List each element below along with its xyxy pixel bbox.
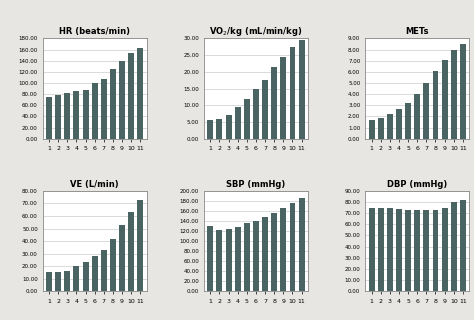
Bar — [128, 53, 134, 139]
Bar — [460, 200, 466, 291]
Bar — [442, 208, 447, 291]
Bar — [64, 93, 70, 139]
Bar — [414, 94, 420, 139]
Bar — [217, 119, 222, 139]
Bar — [253, 221, 259, 291]
Bar — [137, 200, 143, 291]
Bar — [290, 204, 295, 291]
Title: METs: METs — [405, 27, 429, 36]
Bar — [73, 266, 80, 291]
Bar — [235, 107, 241, 139]
Bar — [451, 202, 457, 291]
Bar — [281, 57, 286, 139]
Bar — [217, 230, 222, 291]
Bar — [451, 50, 457, 139]
Bar — [387, 114, 393, 139]
Bar — [110, 69, 116, 139]
Bar — [378, 208, 383, 291]
Bar — [271, 213, 277, 291]
Bar — [244, 223, 250, 291]
Bar — [290, 47, 295, 139]
Bar — [101, 250, 107, 291]
Bar — [137, 48, 143, 139]
Bar — [226, 115, 231, 139]
Bar — [46, 97, 52, 139]
Bar — [281, 208, 286, 291]
Bar — [101, 78, 107, 139]
Bar — [207, 120, 213, 139]
Bar — [91, 83, 98, 139]
Bar — [82, 262, 89, 291]
Bar — [119, 225, 125, 291]
Bar — [378, 117, 383, 139]
Bar — [244, 99, 250, 139]
Bar — [226, 228, 231, 291]
Bar — [369, 120, 374, 139]
Bar — [91, 256, 98, 291]
Bar — [46, 272, 52, 291]
Bar — [253, 89, 259, 139]
Bar — [396, 108, 402, 139]
Bar — [119, 61, 125, 139]
Bar — [405, 210, 411, 291]
Bar — [432, 71, 438, 139]
Bar — [235, 227, 241, 291]
Bar — [55, 95, 61, 139]
Title: HR (beats/min): HR (beats/min) — [59, 27, 130, 36]
Bar — [414, 210, 420, 291]
Bar — [423, 83, 429, 139]
Bar — [299, 40, 305, 139]
Title: VO$_2$/kg (mL/min/kg): VO$_2$/kg (mL/min/kg) — [209, 25, 303, 38]
Bar — [262, 80, 268, 139]
Bar — [405, 103, 411, 139]
Title: SBP (mmHg): SBP (mmHg) — [227, 180, 285, 189]
Bar — [423, 210, 429, 291]
Bar — [396, 209, 402, 291]
Bar — [432, 210, 438, 291]
Bar — [64, 271, 70, 291]
Bar — [82, 90, 89, 139]
Bar — [207, 226, 213, 291]
Bar — [369, 208, 374, 291]
Bar — [299, 198, 305, 291]
Bar — [271, 67, 277, 139]
Bar — [128, 212, 134, 291]
Bar — [73, 91, 80, 139]
Title: VE (L/min): VE (L/min) — [70, 180, 119, 189]
Bar — [55, 272, 61, 291]
Bar — [442, 60, 447, 139]
Title: DBP (mmHg): DBP (mmHg) — [387, 180, 447, 189]
Bar — [387, 208, 393, 291]
Bar — [110, 238, 116, 291]
Bar — [262, 217, 268, 291]
Bar — [460, 44, 466, 139]
